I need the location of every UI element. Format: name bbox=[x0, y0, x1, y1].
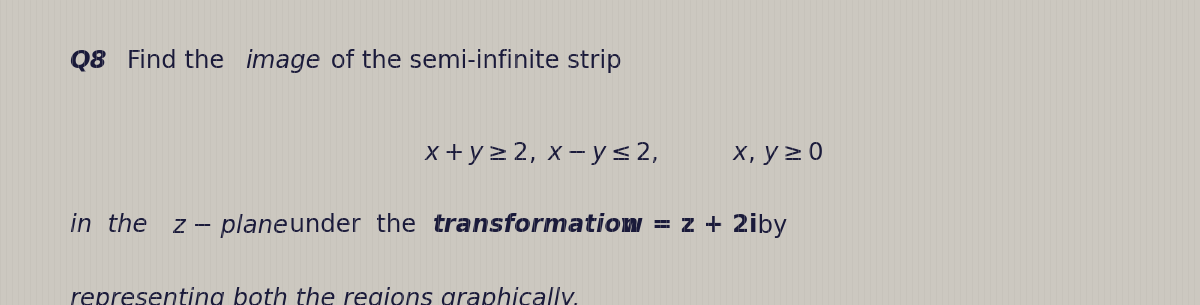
Text: Q8: Q8 bbox=[70, 49, 107, 73]
Text: w = z + 2i: w = z + 2i bbox=[604, 214, 757, 238]
Text: of the semi-infinite strip: of the semi-infinite strip bbox=[323, 49, 622, 73]
Text: transformation: transformation bbox=[433, 214, 640, 238]
Text: $x + y \geq 2,\; x - y \leq 2,$         $x,\, y \geq 0$: $x + y \geq 2,\; x - y \leq 2,$ $x,\, y … bbox=[425, 140, 823, 167]
Text: by: by bbox=[742, 214, 787, 238]
Text: Find the: Find the bbox=[127, 49, 233, 73]
Text: z − plane: z − plane bbox=[172, 214, 288, 238]
Text: representing both the regions graphically.: representing both the regions graphicall… bbox=[70, 287, 580, 305]
Text: in  the: in the bbox=[70, 214, 162, 238]
Text: under  the: under the bbox=[274, 214, 431, 238]
Text: image: image bbox=[245, 49, 320, 73]
